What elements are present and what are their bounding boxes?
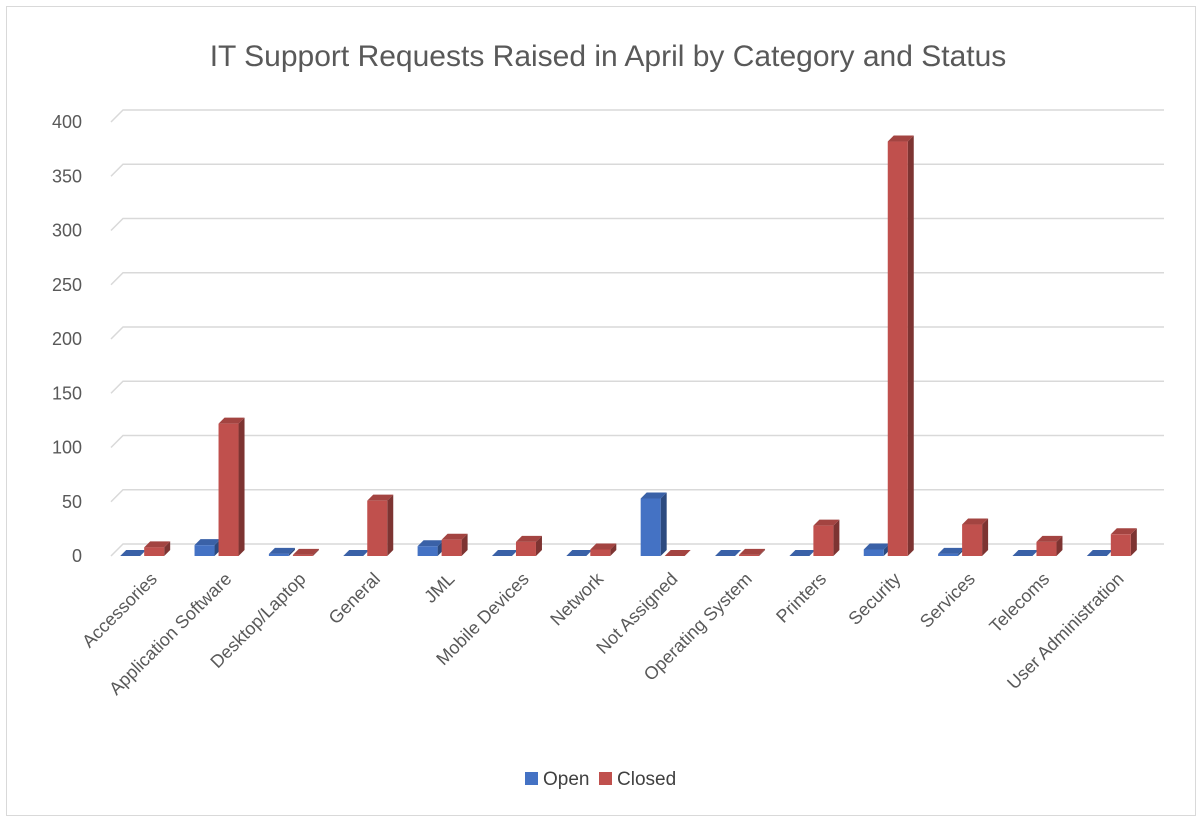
bar-open <box>491 550 518 556</box>
chart-frame: IT Support Requests Raised in April by C… <box>6 6 1196 816</box>
bar-closed <box>441 533 468 556</box>
y-tick-label: 250 <box>52 275 82 295</box>
bar-chart: IT Support Requests Raised in April by C… <box>52 40 1164 790</box>
x-tick-label: Accessories <box>78 569 161 652</box>
bars <box>120 135 1137 556</box>
bar-open <box>938 547 965 556</box>
y-axis-ticks: 0 50 100 150 200 250 300 350 400 <box>52 112 82 566</box>
gridline <box>110 217 1164 232</box>
bar-closed <box>739 548 766 556</box>
legend: Open Closed <box>525 769 676 790</box>
bar-open <box>566 550 593 556</box>
gridline <box>110 109 1164 123</box>
x-tick-label: Telecoms <box>985 569 1053 637</box>
gridline <box>110 489 1164 503</box>
bar-open <box>194 539 221 556</box>
y-tick-label: 50 <box>62 492 82 512</box>
y-tick-label: 0 <box>72 546 82 566</box>
bar-open <box>1086 550 1113 556</box>
x-tick-label: Security <box>844 569 904 629</box>
bar-closed <box>813 519 840 556</box>
bar-closed <box>887 135 914 556</box>
bar-open <box>863 543 890 556</box>
bar-open <box>343 550 370 556</box>
x-tick-label: Services <box>916 569 979 632</box>
gridline <box>110 163 1164 177</box>
gridline <box>110 434 1164 449</box>
legend-label-open: Open <box>543 769 589 790</box>
legend-label-closed: Closed <box>617 769 676 790</box>
bar-closed <box>1110 528 1137 556</box>
y-tick-label: 350 <box>52 166 82 186</box>
bar-closed <box>590 543 617 556</box>
bar-open <box>789 550 816 556</box>
bar-closed <box>367 494 394 556</box>
bar-open <box>417 540 444 556</box>
bar-closed <box>962 518 989 556</box>
bar-open <box>268 547 295 556</box>
bar-closed <box>1036 535 1063 556</box>
x-tick-label: Network <box>546 568 608 630</box>
bar-closed <box>292 548 319 556</box>
gridline <box>110 326 1164 340</box>
gridline <box>110 272 1164 286</box>
bar-closed <box>515 535 542 556</box>
bar-open <box>640 492 667 556</box>
x-tick-label: Application Software <box>105 569 235 699</box>
bar-open <box>715 550 742 556</box>
chart-title: IT Support Requests Raised in April by C… <box>210 40 1007 73</box>
bar-open <box>120 550 147 556</box>
gridlines <box>110 109 1164 557</box>
bar-closed <box>144 541 171 556</box>
bar-closed <box>218 417 245 556</box>
gridline <box>110 380 1164 394</box>
x-tick-label: General <box>325 569 384 628</box>
legend-swatch-open <box>525 772 538 785</box>
y-tick-label: 100 <box>52 438 82 458</box>
y-tick-label: 200 <box>52 329 82 349</box>
y-tick-label: 400 <box>52 112 82 132</box>
y-tick-label: 150 <box>52 383 82 403</box>
bar-closed <box>664 550 691 556</box>
legend-swatch-closed <box>599 772 612 785</box>
bar-open <box>1012 550 1039 556</box>
y-tick-label: 300 <box>52 221 82 241</box>
x-tick-label: JML <box>420 569 458 607</box>
x-tick-label: Printers <box>772 569 830 627</box>
